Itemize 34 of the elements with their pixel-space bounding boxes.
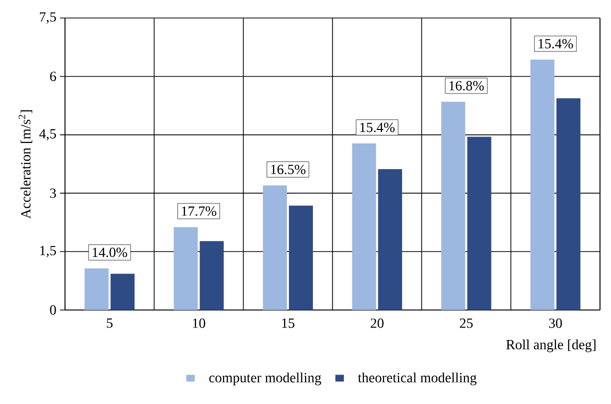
legend-label: theoretical modelling: [358, 372, 476, 386]
bar: [84, 268, 109, 310]
bar: [262, 185, 287, 310]
y-tick-label: 6: [50, 72, 56, 82]
legend-label: computer modelling: [209, 372, 322, 386]
x-tick-label: 15: [282, 318, 294, 328]
bar: [441, 102, 466, 310]
bar: [378, 169, 402, 310]
y-tick-label: 1,5: [40, 246, 56, 258]
annotation: 17.7%: [182, 206, 216, 216]
annotation: 15.4%: [360, 122, 395, 132]
x-tick-label: 30: [549, 318, 562, 328]
bar: [200, 241, 224, 310]
bar: [352, 143, 376, 310]
y-tick-label: 7,5: [40, 12, 56, 24]
y-axis-title: Acceleration [m/s$^{2}$]: [18, 110, 32, 219]
annotation: 16.8%: [449, 81, 484, 91]
x-axis-title: Roll angle [deg]: [506, 340, 596, 352]
bar: [288, 206, 313, 310]
x-tick-label: 5: [106, 318, 113, 328]
annotation: 15.4%: [538, 38, 573, 48]
y-tick-label: 3: [50, 188, 56, 198]
x-tick-label: 20: [370, 318, 384, 328]
annotation: 16.5%: [271, 164, 306, 174]
y-tick-label: 4,5: [39, 129, 56, 140]
bar: [530, 60, 554, 310]
y-tick-label: 0: [50, 305, 56, 315]
annotation: 14.0%: [92, 248, 128, 258]
bar: [556, 98, 580, 310]
bar: [110, 274, 135, 310]
bar: [174, 227, 198, 310]
x-tick-label: 25: [460, 318, 473, 328]
bar: [467, 136, 492, 310]
x-tick-label: 10: [192, 318, 206, 328]
